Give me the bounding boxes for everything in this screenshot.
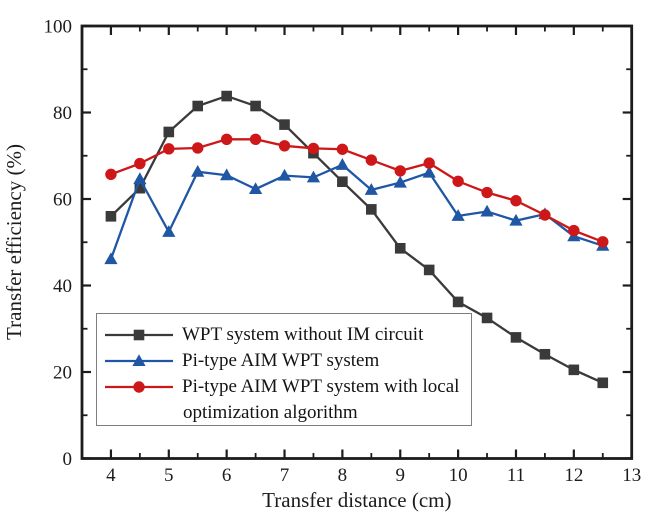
y-tick-label: 100 [44, 17, 73, 38]
marker-triangle [422, 165, 436, 178]
legend-item-pi-type-aim-local-opt: Pi-type AIM WPT system with local [103, 374, 471, 400]
legend-label: Pi-type AIM WPT system [182, 350, 380, 371]
marker-triangle [306, 170, 321, 183]
legend-sample-black-square-icon [105, 329, 173, 341]
marker-circle [105, 168, 117, 181]
marker-square [279, 119, 290, 130]
marker-circle [568, 224, 580, 237]
marker-square [192, 100, 204, 112]
legend-sample-red-circle-icon [105, 381, 173, 393]
marker-circle [481, 186, 493, 199]
marker-triangle [162, 225, 176, 237]
marker-triangle [248, 182, 263, 195]
marker-circle [307, 142, 320, 155]
legend: WPT system without IM circuit Pi-type AI… [96, 313, 472, 426]
marker-triangle [335, 158, 349, 170]
marker-square [510, 332, 522, 343]
x-tick-label: 6 [222, 465, 232, 486]
marker-triangle [509, 213, 523, 226]
legend-label: Pi-type AIM WPT system with local [182, 376, 460, 397]
x-tick-label: 11 [507, 465, 525, 486]
marker-square [539, 348, 551, 360]
marker-triangle [277, 168, 292, 181]
y-tick-label: 0 [63, 449, 73, 470]
marker-triangle [480, 204, 494, 217]
legend-item-wpt-without-im: WPT system without IM circuit [103, 322, 471, 348]
marker-circle [597, 236, 609, 248]
marker-circle [249, 133, 262, 146]
marker-triangle [451, 209, 465, 221]
marker-triangle [104, 252, 118, 265]
marker-circle [394, 165, 406, 177]
marker-triangle [191, 164, 205, 177]
x-tick-label: 10 [449, 465, 468, 486]
marker-circle [134, 157, 146, 170]
marker-circle [220, 133, 233, 146]
marker-circle [452, 175, 464, 187]
marker-square [134, 182, 146, 194]
series-line-2 [110, 138, 604, 243]
x-tick-label: 12 [564, 465, 583, 486]
legend-sample-blue-triangle-icon [105, 354, 173, 366]
x-tick-label: 7 [280, 465, 290, 486]
marker-square [250, 100, 261, 112]
y-tick-label: 40 [53, 276, 72, 297]
marker-triangle [133, 172, 147, 185]
y-axis-title: Transfer efficiency (%) [2, 144, 26, 340]
legend-label: optimization algorithm [183, 402, 358, 423]
axis-tick-labels: 4 5 6 7 8 9 10 11 12 13 0 20 40 60 80 100 [44, 17, 642, 487]
marker-triangle [364, 183, 378, 195]
marker-square [452, 296, 464, 308]
marker-square [597, 377, 609, 389]
marker-square [105, 211, 117, 222]
plot-frame [80, 24, 634, 460]
marker-circle [278, 140, 291, 152]
marker-circle [510, 195, 522, 207]
series-layer [104, 90, 610, 389]
marker-circle [192, 142, 204, 154]
marker-circle [423, 157, 435, 169]
x-tick-label: 8 [338, 465, 348, 486]
marker-square [366, 204, 377, 215]
marker-square [337, 176, 348, 187]
marker-square [568, 364, 580, 376]
legend-label: WPT system without IM circuit [182, 324, 424, 345]
marker-circle [336, 143, 349, 155]
y-tick-label: 60 [53, 190, 72, 211]
y-tick-label: 20 [53, 363, 72, 384]
marker-square [423, 264, 435, 276]
series-line-1 [109, 163, 604, 260]
marker-circle [133, 381, 145, 393]
marker-square [163, 126, 175, 138]
legend-item-continuation: optimization algorithm [103, 400, 471, 426]
marker-square [221, 90, 232, 102]
marker-circle [539, 209, 551, 221]
marker-square [133, 329, 145, 341]
x-axis-title: Transfer distance (cm) [262, 488, 451, 512]
legend-item-pi-type-aim: Pi-type AIM WPT system [103, 348, 471, 374]
y-tick-label: 80 [53, 103, 72, 124]
x-tick-label: 5 [164, 465, 174, 486]
x-tick-label: 9 [395, 465, 405, 486]
marker-triangle [132, 354, 146, 366]
marker-square [481, 312, 493, 324]
marker-circle [365, 154, 378, 166]
marker-triangle [220, 168, 234, 181]
marker-triangle [393, 175, 407, 188]
marker-circle [163, 143, 175, 155]
x-tick-label: 4 [106, 465, 116, 486]
marker-square [394, 243, 406, 254]
x-tick-label: 13 [622, 465, 641, 486]
